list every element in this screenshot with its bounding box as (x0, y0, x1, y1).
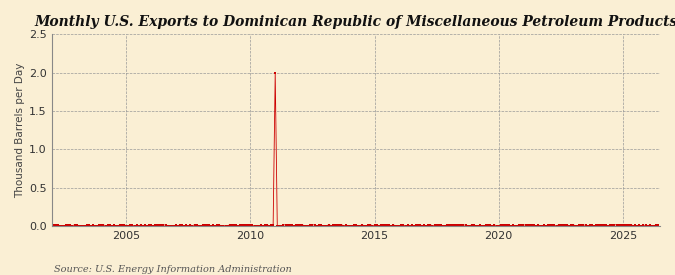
Y-axis label: Thousand Barrels per Day: Thousand Barrels per Day (15, 62, 25, 198)
Text: Source: U.S. Energy Information Administration: Source: U.S. Energy Information Administ… (54, 265, 292, 274)
Title: Monthly U.S. Exports to Dominican Republic of Miscellaneous Petroleum Products: Monthly U.S. Exports to Dominican Republ… (34, 15, 675, 29)
